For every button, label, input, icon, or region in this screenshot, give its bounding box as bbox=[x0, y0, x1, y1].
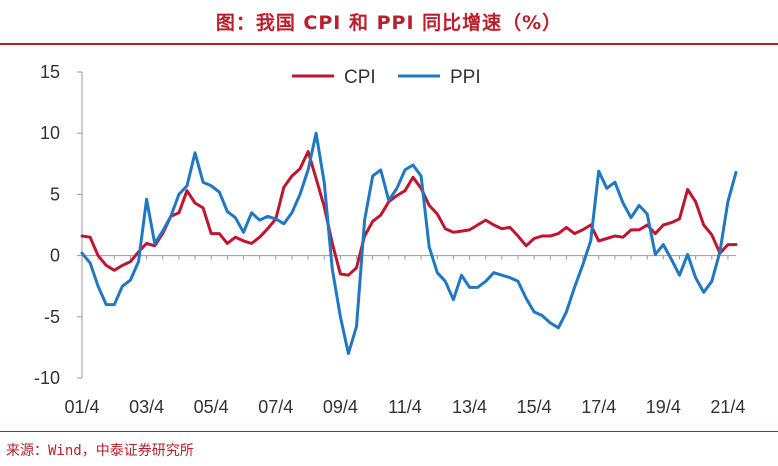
chart-title: 图：我国 CPI 和 PPI 同比增速（%） bbox=[215, 12, 563, 34]
legend-label-ppi: PPI bbox=[450, 67, 481, 88]
footer-divider bbox=[0, 431, 778, 432]
x-tick-label: 01/4 bbox=[64, 397, 99, 417]
legend-label-cpi: CPI bbox=[344, 67, 376, 88]
x-tick-label: 17/4 bbox=[581, 397, 616, 417]
x-tick-label: 13/4 bbox=[452, 397, 487, 417]
legend: CPI PPI bbox=[292, 67, 481, 88]
series-line-cpi bbox=[80, 150, 738, 277]
x-tick-label: 11/4 bbox=[388, 397, 422, 417]
x-tick-label: 09/4 bbox=[323, 397, 358, 417]
x-tick-label: 07/4 bbox=[258, 397, 293, 417]
x-tick-label: 15/4 bbox=[517, 397, 552, 417]
series-group bbox=[80, 131, 738, 355]
source-note: 来源：Wind，中泰证券研究所 bbox=[6, 443, 194, 459]
y-tick-label: 0 bbox=[50, 246, 60, 266]
x-tick-label: 19/4 bbox=[646, 397, 681, 417]
x-tick-label: 05/4 bbox=[194, 397, 229, 417]
x-tick-label: 21/4 bbox=[710, 397, 745, 417]
y-tick-label: -10 bbox=[34, 368, 60, 388]
line-chart: -10 -5 0 5 10 15 01/4 03/4 05/4 07/4 09/4 11/4 13/4… bbox=[34, 62, 745, 417]
y-tick-label: 15 bbox=[40, 62, 60, 82]
title-divider bbox=[0, 43, 778, 45]
x-tick-label: 03/4 bbox=[129, 397, 164, 417]
y-axis: -10 -5 0 5 10 15 bbox=[34, 62, 83, 388]
x-axis: 01/4 03/4 05/4 07/4 09/4 11/4 13/4 15/4 17/4 19/4… bbox=[64, 255, 745, 417]
y-tick-label: 10 bbox=[40, 123, 60, 143]
y-tick-label: 5 bbox=[50, 184, 60, 204]
y-tick-label: -5 bbox=[44, 307, 60, 327]
series-line-ppi bbox=[80, 131, 738, 355]
